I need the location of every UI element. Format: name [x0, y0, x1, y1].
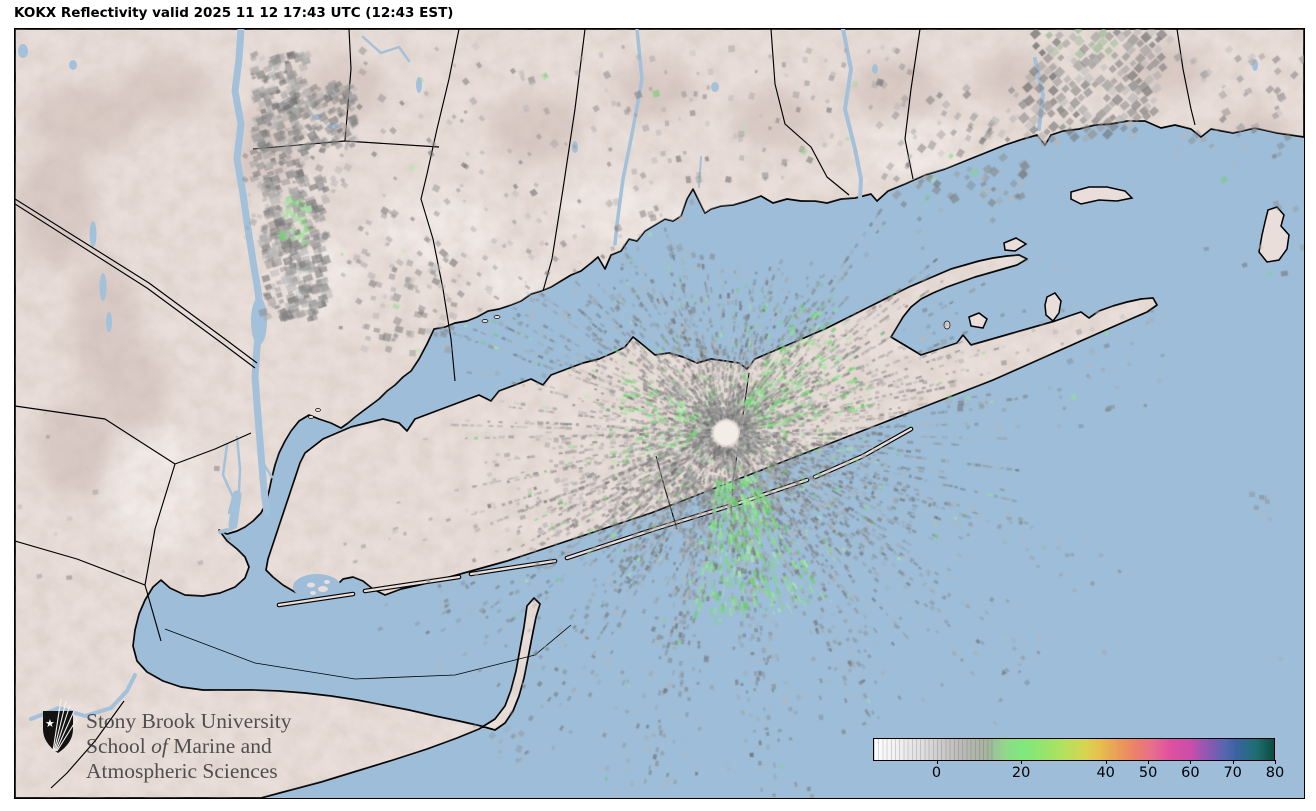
- colorbar-tick-label: 80: [1265, 765, 1285, 781]
- colorbar-ticks: 0 20 40 50 60 70 80: [873, 760, 1284, 785]
- radar-map: ★ Stony Brook University School of Marin…: [14, 28, 1305, 799]
- star-icon: ★: [45, 717, 55, 730]
- logo-line-1: Stony Brook University: [86, 709, 292, 733]
- reflectivity-colorbar: 0 20 40 50 60 70 80: [873, 738, 1284, 785]
- sbu-shield-icon: ★: [43, 698, 78, 753]
- sbu-logo: ★ Stony Brook University School of Marin…: [41, 698, 291, 784]
- colorbar-tick-label: 70: [1223, 765, 1242, 781]
- map-title: KOKX Reflectivity valid 2025 11 12 17:43…: [14, 5, 454, 21]
- colorbar-tick: [1232, 760, 1234, 764]
- colorbar-tick-label: 40: [1096, 765, 1115, 781]
- logo-line-3: Atmospheric Sciences: [86, 759, 278, 783]
- radar-echo-canvas: [15, 29, 1304, 798]
- colorbar-gradient: [873, 738, 1275, 761]
- logo-text: Stony Brook University School of Marine …: [86, 709, 291, 784]
- colorbar-tick-label: 50: [1138, 765, 1158, 781]
- colorbar-tick-label: 60: [1181, 765, 1200, 781]
- colorbar-tick-label: 0: [931, 765, 942, 781]
- logo-line-2: School of Marine and: [86, 734, 272, 758]
- colorbar-tick-label: 20: [1011, 765, 1031, 781]
- colorbar-discrete-stripes: [874, 739, 994, 760]
- colorbar-tick: [1105, 760, 1107, 764]
- colorbar-tick: [1190, 760, 1192, 764]
- colorbar-tick: [936, 760, 938, 764]
- colorbar-tick: [1021, 760, 1023, 764]
- colorbar-tick: [1275, 760, 1276, 764]
- colorbar-tick: [1148, 760, 1150, 764]
